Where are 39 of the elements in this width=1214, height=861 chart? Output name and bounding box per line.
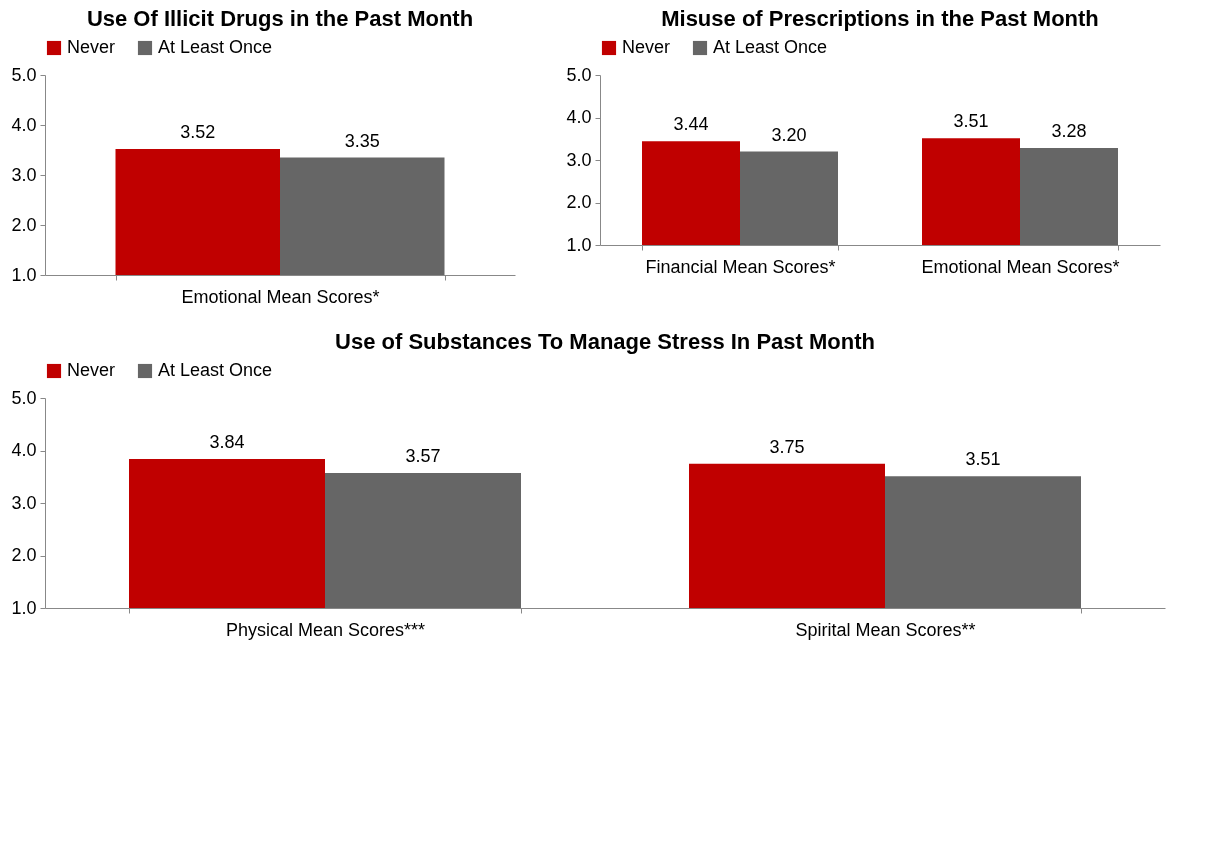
data-label: 3.51 xyxy=(953,111,989,132)
y-tick-label: 5.0 xyxy=(566,64,592,85)
legend-label: Never xyxy=(67,360,116,380)
y-tick-label: 3.0 xyxy=(566,149,592,170)
x-tick-label: Spirital Mean Scores** xyxy=(795,619,976,640)
data-label: 3.84 xyxy=(209,431,245,452)
chart-title: Use Of Illicit Drugs in the Past Month xyxy=(86,6,474,31)
data-label: 3.35 xyxy=(344,130,380,151)
data-label: 3.75 xyxy=(769,436,805,457)
y-tick-label: 2.0 xyxy=(11,214,37,235)
y-tick-label: 4.0 xyxy=(11,440,37,460)
data-label: 3.28 xyxy=(1051,121,1087,142)
y-tick-label: 1.0 xyxy=(11,264,37,285)
legend-label: At Least Once xyxy=(158,360,273,380)
y-tick-label: 4.0 xyxy=(566,107,592,127)
x-tick-label: Emotional Mean Scores* xyxy=(921,256,1120,277)
data-label: 3.52 xyxy=(180,122,216,142)
y-tick-label: 5.0 xyxy=(11,387,37,408)
y-tick-label: 3.0 xyxy=(11,164,37,185)
y-tick-label: 2.0 xyxy=(566,192,592,212)
chart-title: Misuse of Prescriptions in the Past Month xyxy=(661,6,1099,31)
data-label: 3.44 xyxy=(673,114,709,135)
y-tick-label: 3.0 xyxy=(11,492,37,513)
x-tick-label: Emotional Mean Scores* xyxy=(181,286,380,307)
x-tick-label: Financial Mean Scores* xyxy=(645,256,836,277)
y-tick-label: 1.0 xyxy=(11,597,37,618)
data-label: 3.57 xyxy=(405,446,441,467)
x-tick-label: Physical Mean Scores*** xyxy=(225,619,426,640)
data-label: 3.51 xyxy=(965,449,1001,470)
legend-label: Never xyxy=(622,37,671,57)
data-label: 3.20 xyxy=(771,124,807,145)
chart-title: Use of Substances To Manage Stress In Past Month xyxy=(335,329,875,354)
y-tick-label: 4.0 xyxy=(11,114,37,135)
legend-label: At Least Once xyxy=(158,37,273,57)
y-tick-label: 2.0 xyxy=(11,545,37,565)
legend-label: Never xyxy=(67,37,116,57)
legend-label: At Least Once xyxy=(713,37,828,57)
y-tick-label: 5.0 xyxy=(11,64,37,85)
y-tick-label: 1.0 xyxy=(566,234,592,255)
